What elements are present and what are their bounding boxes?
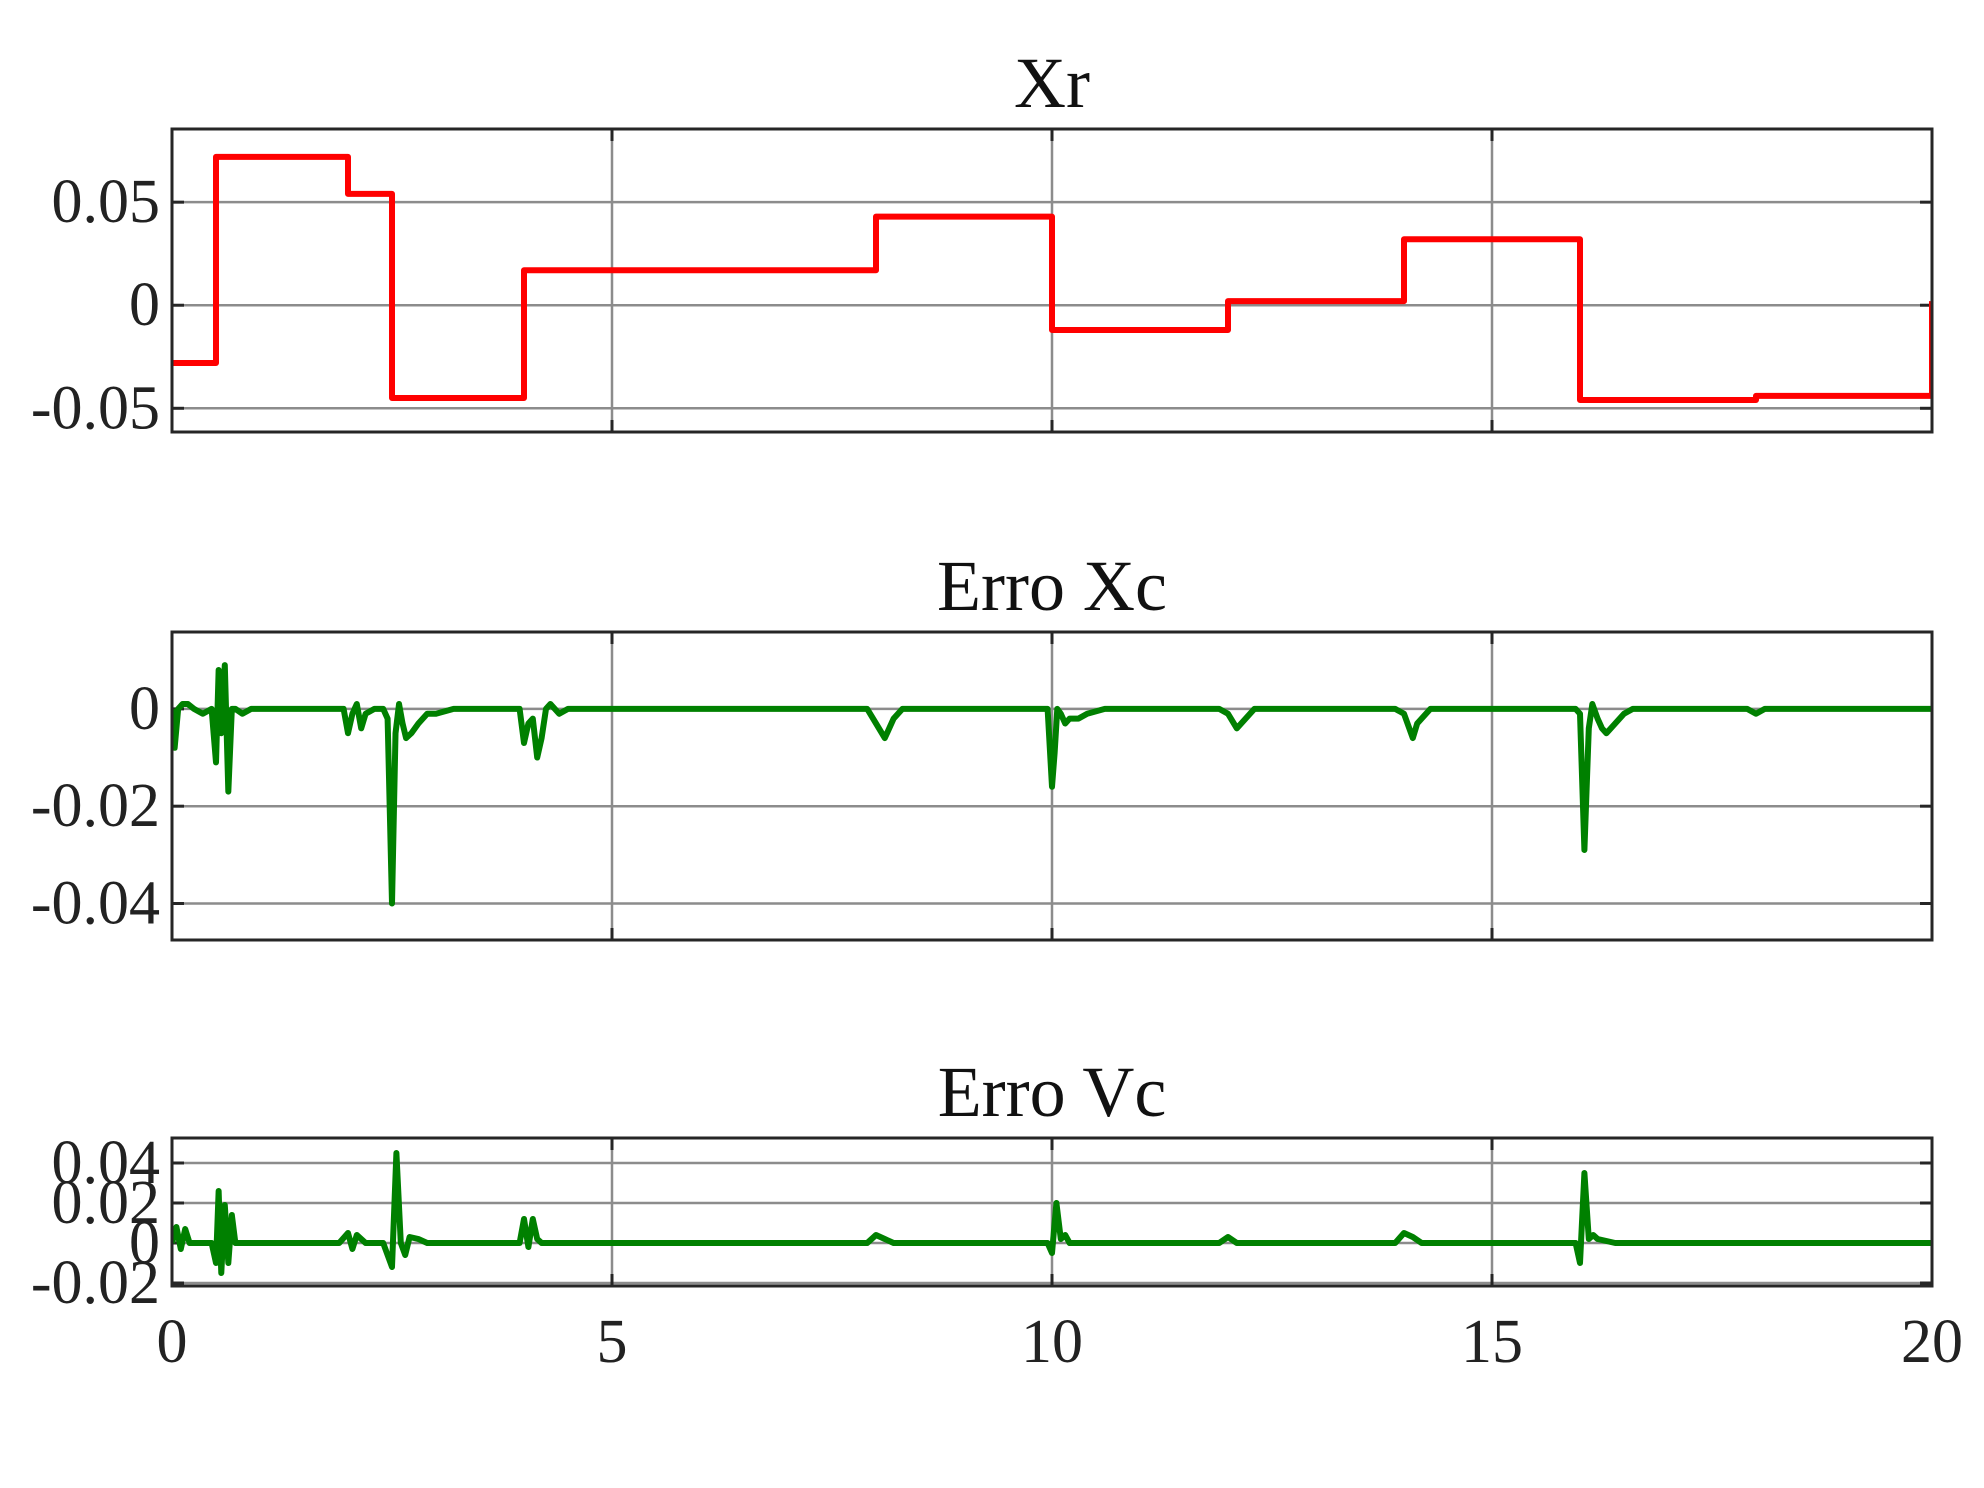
series-line-erro-xc xyxy=(172,662,1932,907)
x-tick-label: 0 xyxy=(157,1308,188,1376)
y-tick-label: 0.02 xyxy=(52,1169,161,1237)
y-tick-label: 0 xyxy=(129,1209,160,1277)
series-line-erro-vc xyxy=(172,1150,1932,1276)
y-tick-label: -0.04 xyxy=(31,870,160,938)
subplot-erro-xc: Erro Xc -0.04 -0.02 0 xyxy=(31,546,1934,942)
axes-box-xr xyxy=(170,127,1934,434)
x-tick-label: 5 xyxy=(597,1308,628,1376)
y-tick-label: -0.02 xyxy=(31,1249,160,1317)
y-tick-label: -0.05 xyxy=(31,374,160,442)
y-tick-label: -0.02 xyxy=(31,772,160,840)
y-tick-label: 0 xyxy=(129,271,160,339)
axes-box-erro-vc xyxy=(170,1136,1934,1288)
axes-box-erro-xc xyxy=(170,630,1934,942)
y-tick-label: 0.04 xyxy=(52,1129,161,1197)
subplot-title-xr: Xr xyxy=(1014,43,1090,123)
y-tick-label: 0 xyxy=(129,675,160,743)
y-tick-label: 0.05 xyxy=(52,168,161,236)
series-line-xr xyxy=(172,153,1932,404)
x-tick-label: 15 xyxy=(1461,1308,1523,1376)
x-tick-label: 10 xyxy=(1021,1308,1083,1376)
subplot-title-erro-xc: Erro Xc xyxy=(937,546,1167,626)
subplot-xr: Xr -0.05 0 0.05 xyxy=(31,43,1934,442)
x-tick-label: 20 xyxy=(1901,1308,1963,1376)
subplot-title-erro-vc: Erro Vc xyxy=(938,1052,1167,1132)
